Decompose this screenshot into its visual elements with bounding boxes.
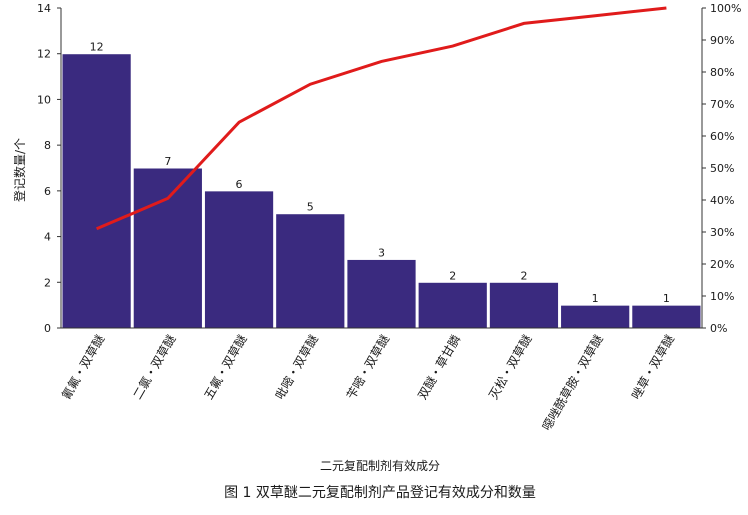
category-label: 苄嘧・双草醚 xyxy=(344,333,392,402)
bar xyxy=(346,258,417,329)
left-tick-label: 8 xyxy=(44,139,51,152)
bar xyxy=(560,304,631,329)
bar xyxy=(275,213,346,329)
bar-value-label: 1 xyxy=(663,292,670,305)
bar-value-label: 2 xyxy=(520,269,527,282)
bar-value-label: 7 xyxy=(164,155,171,168)
bar xyxy=(203,190,275,329)
category-labels: 氰氟・双草醚 二氯・双草醚 五氟・双草醚 吡嘧・双草醚 苄嘧・双草醚 双醚・草甘膦 灭松・双… xyxy=(58,332,677,433)
category-label: 二氯・双草醚 xyxy=(130,333,178,402)
y-axis-title: 登记数量/个 xyxy=(12,138,27,202)
bar-value-label: 5 xyxy=(307,201,314,214)
left-axis-ticks: 0 2 4 6 8 10 12 14 xyxy=(37,2,61,335)
bar-value-label: 1 xyxy=(592,292,599,305)
bar-value-label: 2 xyxy=(449,269,456,282)
category-label: 吡嘧・双草醚 xyxy=(273,333,321,402)
bar-value-label: 6 xyxy=(236,178,243,191)
left-tick-label: 0 xyxy=(44,322,51,335)
right-tick-label: 20% xyxy=(710,258,734,271)
right-tick-label: 50% xyxy=(710,162,734,175)
category-label: 双醚・草甘膦 xyxy=(414,332,463,402)
right-tick-label: 70% xyxy=(710,98,734,111)
right-tick-label: 90% xyxy=(710,34,734,47)
category-label: 氰氟・双草醚 xyxy=(58,332,107,402)
right-tick-label: 30% xyxy=(710,226,734,239)
category-label: 灭松・双草醚 xyxy=(486,333,534,402)
left-tick-label: 4 xyxy=(44,231,51,244)
figure-caption: 图 1 双草醚二元复配制剂产品登记有效成分和数量 xyxy=(224,484,536,501)
right-axis-ticks: 0% 10% 20% 30% 40% 50% 60% 70% 80% 90% 100% xyxy=(702,2,741,335)
bar xyxy=(417,281,488,329)
category-label: 五氟・双草醚 xyxy=(202,333,250,402)
right-tick-label: 40% xyxy=(710,194,734,207)
bar xyxy=(488,281,560,329)
left-tick-label: 10 xyxy=(37,93,51,106)
left-tick-label: 12 xyxy=(37,48,51,61)
bar-value-label: 3 xyxy=(378,246,385,259)
bar xyxy=(132,167,203,329)
bar-data-labels: 12 7 6 5 3 2 2 1 1 xyxy=(90,41,670,305)
right-tick-label: 0% xyxy=(710,322,727,335)
right-tick-label: 10% xyxy=(710,290,734,303)
right-tick-label: 80% xyxy=(710,66,734,79)
bar-value-label: 12 xyxy=(90,41,104,54)
left-tick-label: 6 xyxy=(44,185,51,198)
category-label: 噁唑酰草胺・双草醚 xyxy=(540,333,606,434)
left-tick-label: 2 xyxy=(44,276,51,289)
left-tick-label: 14 xyxy=(37,2,51,15)
bar-series xyxy=(61,53,702,329)
category-label: 唑草・双草醚 xyxy=(629,333,677,402)
bar xyxy=(631,304,702,329)
bar xyxy=(61,53,132,329)
axes-frame xyxy=(60,8,703,329)
right-tick-label: 100% xyxy=(710,2,741,15)
x-axis-title: 二元复配制剂有效成分 xyxy=(320,458,440,473)
right-tick-label: 60% xyxy=(710,130,734,143)
cumulative-line xyxy=(96,6,667,231)
